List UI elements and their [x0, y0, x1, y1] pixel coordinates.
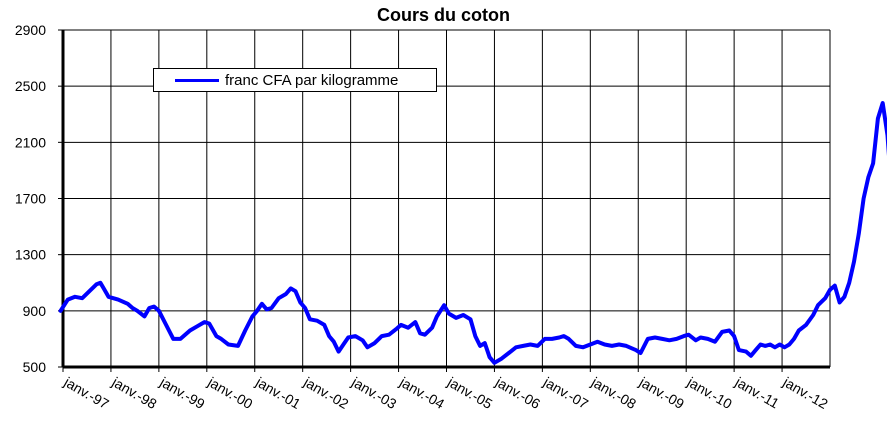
y-tick-label: 1700 — [15, 191, 46, 207]
x-tick-label: janv.-09 — [636, 373, 687, 412]
y-tick-label: 2500 — [15, 78, 46, 94]
x-tick-label: janv.-02 — [300, 373, 351, 412]
x-tick-label: janv.-11 — [732, 373, 782, 411]
legend-swatch — [175, 78, 219, 82]
x-tick-label: janv.-04 — [396, 373, 447, 412]
series-line — [58, 101, 887, 365]
legend-label: franc CFA par kilogramme — [225, 71, 399, 89]
y-tick-label: 2100 — [15, 134, 46, 150]
x-tick-label: janv.-01 — [252, 373, 303, 412]
y-tick-label: 1300 — [15, 247, 46, 263]
x-tick-label: janv.-08 — [588, 373, 639, 412]
x-tick-label: janv.-99 — [157, 373, 208, 412]
x-tick-label: janv.-07 — [540, 373, 591, 412]
x-tick-label: janv.-12 — [780, 373, 831, 412]
x-tick-label: janv.-10 — [684, 373, 735, 412]
y-tick-label: 900 — [23, 303, 47, 319]
x-tick-label: janv.-97 — [61, 373, 112, 412]
x-tick-label: janv.-06 — [492, 373, 543, 412]
y-tick-label: 2900 — [15, 22, 46, 38]
chart-title: Cours du coton — [377, 5, 510, 25]
x-tick-label: janv.-00 — [204, 373, 255, 412]
x-tick-label: janv.-05 — [444, 373, 495, 412]
x-tick-label: janv.-03 — [348, 373, 399, 412]
x-tick-label: janv.-98 — [109, 373, 160, 412]
y-tick-label: 500 — [23, 359, 47, 375]
legend: franc CFA par kilogramme — [153, 68, 437, 92]
